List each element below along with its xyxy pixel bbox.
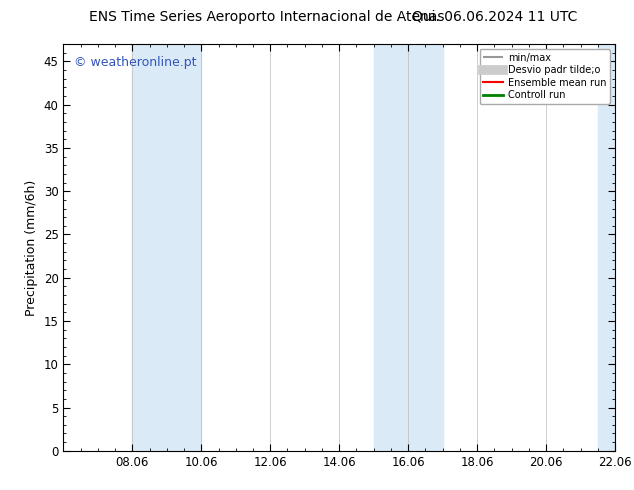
Text: ENS Time Series Aeroporto Internacional de Atenas: ENS Time Series Aeroporto Internacional …	[89, 10, 444, 24]
Text: © weatheronline.pt: © weatheronline.pt	[74, 56, 197, 69]
Text: Qui. 06.06.2024 11 UTC: Qui. 06.06.2024 11 UTC	[412, 10, 577, 24]
Bar	[373, 44, 443, 451]
Y-axis label: Precipitation (mm/6h): Precipitation (mm/6h)	[25, 179, 38, 316]
Legend: min/max, Desvio padr tilde;o, Ensemble mean run, Controll run: min/max, Desvio padr tilde;o, Ensemble m…	[479, 49, 610, 104]
Bar	[598, 44, 615, 451]
Bar	[133, 44, 202, 451]
